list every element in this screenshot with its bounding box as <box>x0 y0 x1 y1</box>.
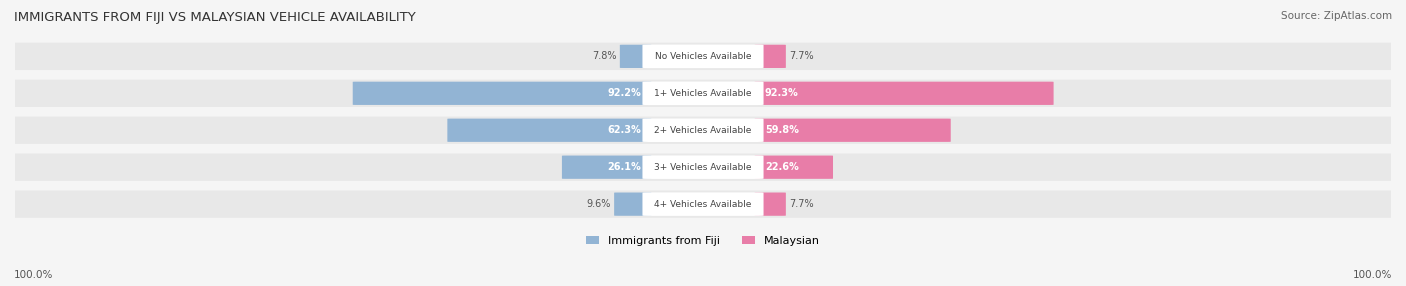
Text: 7.7%: 7.7% <box>789 199 814 209</box>
FancyBboxPatch shape <box>643 82 763 105</box>
FancyBboxPatch shape <box>643 192 763 216</box>
Text: 4+ Vehicles Available: 4+ Vehicles Available <box>654 200 752 209</box>
FancyBboxPatch shape <box>8 154 1398 181</box>
Legend: Immigrants from Fiji, Malaysian: Immigrants from Fiji, Malaysian <box>581 231 825 250</box>
FancyBboxPatch shape <box>447 119 651 142</box>
FancyBboxPatch shape <box>755 45 786 68</box>
FancyBboxPatch shape <box>614 192 651 216</box>
FancyBboxPatch shape <box>643 156 763 179</box>
FancyBboxPatch shape <box>755 192 786 216</box>
Text: 22.6%: 22.6% <box>765 162 799 172</box>
Text: 100.0%: 100.0% <box>1353 270 1392 280</box>
Text: 92.2%: 92.2% <box>607 88 641 98</box>
Text: 100.0%: 100.0% <box>14 270 53 280</box>
Text: 1+ Vehicles Available: 1+ Vehicles Available <box>654 89 752 98</box>
Text: 26.1%: 26.1% <box>607 162 641 172</box>
FancyBboxPatch shape <box>620 45 651 68</box>
FancyBboxPatch shape <box>643 118 763 142</box>
FancyBboxPatch shape <box>755 82 1053 105</box>
Text: 2+ Vehicles Available: 2+ Vehicles Available <box>654 126 752 135</box>
Text: 59.8%: 59.8% <box>765 125 799 135</box>
FancyBboxPatch shape <box>755 119 950 142</box>
FancyBboxPatch shape <box>755 156 832 179</box>
FancyBboxPatch shape <box>562 156 651 179</box>
Text: No Vehicles Available: No Vehicles Available <box>655 52 751 61</box>
FancyBboxPatch shape <box>353 82 651 105</box>
FancyBboxPatch shape <box>8 190 1398 218</box>
Text: 3+ Vehicles Available: 3+ Vehicles Available <box>654 163 752 172</box>
Text: 62.3%: 62.3% <box>607 125 641 135</box>
Text: 9.6%: 9.6% <box>586 199 610 209</box>
FancyBboxPatch shape <box>8 80 1398 107</box>
Text: 7.8%: 7.8% <box>592 51 616 61</box>
FancyBboxPatch shape <box>8 117 1398 144</box>
FancyBboxPatch shape <box>8 43 1398 70</box>
Text: Source: ZipAtlas.com: Source: ZipAtlas.com <box>1281 11 1392 21</box>
Text: 7.7%: 7.7% <box>789 51 814 61</box>
Text: 92.3%: 92.3% <box>765 88 799 98</box>
Text: IMMIGRANTS FROM FIJI VS MALAYSIAN VEHICLE AVAILABILITY: IMMIGRANTS FROM FIJI VS MALAYSIAN VEHICL… <box>14 11 416 24</box>
FancyBboxPatch shape <box>643 45 763 68</box>
